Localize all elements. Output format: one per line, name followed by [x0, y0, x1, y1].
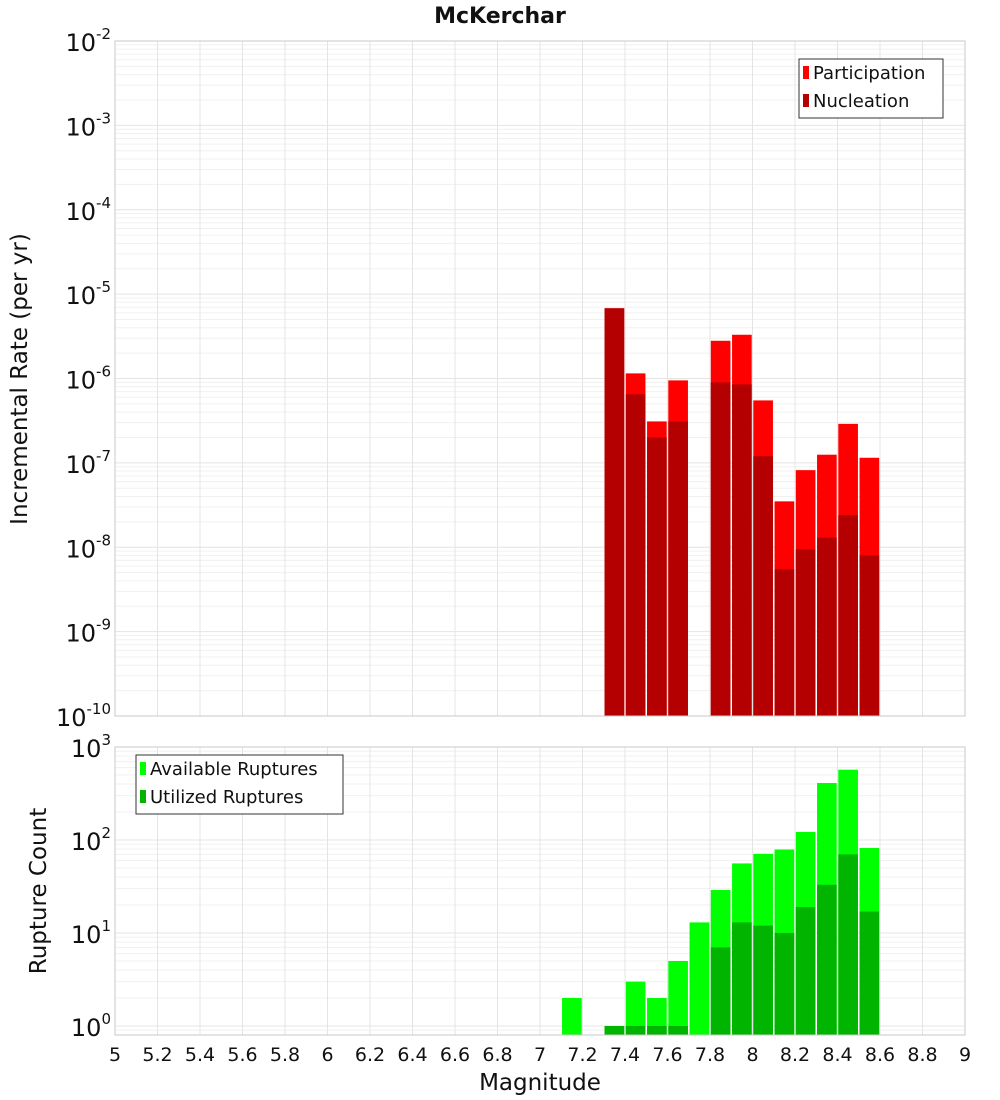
- legend-label: Available Ruptures: [150, 759, 318, 780]
- x-axis-title: Magnitude: [479, 1070, 601, 1096]
- y-tick-label: 10-2: [65, 25, 111, 57]
- bar: [753, 925, 773, 1035]
- bar: [817, 537, 837, 716]
- x-tick-label: 6.4: [397, 1044, 427, 1066]
- plot-frame: [114, 746, 966, 1036]
- x-tick-label: 5.2: [142, 1044, 172, 1066]
- grid: [114, 40, 966, 717]
- bar: [668, 1025, 688, 1035]
- x-tick-label: 8.6: [865, 1044, 895, 1066]
- bar: [859, 911, 880, 1035]
- y-tick-label: 10-10: [56, 700, 111, 732]
- bar: [647, 997, 667, 1035]
- bar: [817, 884, 837, 1035]
- x-tick-label: 6: [321, 1044, 333, 1066]
- x-tick-label: 8.8: [907, 1044, 937, 1066]
- bar: [838, 854, 858, 1035]
- bar: [838, 515, 858, 716]
- y-tick-label: 10-8: [65, 531, 111, 563]
- bar: [604, 308, 625, 716]
- legend-frame: [135, 754, 344, 815]
- bar: [562, 997, 582, 1035]
- y-tick-label: 10-5: [65, 278, 111, 310]
- x-tick-label: 8: [746, 1044, 758, 1066]
- series-nucleation: [604, 308, 880, 716]
- x-tick-label: 7.2: [567, 1044, 597, 1066]
- bar: [625, 981, 646, 1035]
- x-tick-label: 5: [109, 1044, 121, 1066]
- legend: Participation Nucleation: [798, 58, 944, 119]
- x-tick-label: 6.6: [440, 1044, 470, 1066]
- bar: [732, 922, 752, 1035]
- bar: [710, 382, 731, 716]
- bar: [647, 437, 667, 716]
- bar: [647, 1025, 667, 1035]
- plot-frame: [114, 40, 966, 717]
- x-tick-label: 6.2: [355, 1044, 385, 1066]
- bar: [732, 384, 752, 716]
- y-tick-label: 101: [71, 917, 111, 949]
- bar: [774, 932, 795, 1035]
- x-tick-label: 5.6: [227, 1044, 257, 1066]
- bottom-y-axis-title: Rupture Count: [26, 808, 52, 974]
- bar: [710, 947, 731, 1035]
- x-tick-label: 8.2: [780, 1044, 810, 1066]
- x-tick-label: 5.8: [270, 1044, 300, 1066]
- legend-label: Utilized Ruptures: [150, 787, 303, 808]
- x-tick-label: 6.8: [482, 1044, 512, 1066]
- bar: [689, 922, 710, 1035]
- panel-rate: 10-10 10-9 10-8 10-7 10-6 10-5 10-4 10-3 10-2 Par…: [56, 25, 966, 732]
- bar: [604, 1025, 625, 1035]
- bar: [625, 1025, 646, 1035]
- top-y-axis-title: Incremental Rate (per yr): [7, 233, 33, 525]
- y-tick-label: 10-4: [65, 194, 111, 226]
- legend: Available Ruptures Utilized Ruptures: [135, 754, 344, 815]
- bar: [795, 549, 816, 716]
- x-tick-label: 5.4: [185, 1044, 215, 1066]
- bar: [668, 960, 688, 1035]
- y-tick-label: 10-6: [65, 363, 111, 395]
- legend-label: Participation: [813, 63, 925, 84]
- bar: [625, 394, 646, 716]
- legend-swatch: [803, 66, 809, 79]
- y-tick-label: 103: [71, 731, 111, 763]
- y-tick-label: 10-3: [65, 109, 111, 141]
- bar: [859, 555, 880, 716]
- x-tick-label: 8.4: [822, 1044, 852, 1066]
- y-tick-label: 102: [71, 824, 111, 856]
- y-tick-label: 10-9: [65, 616, 111, 648]
- y-tick-label: 100: [71, 1010, 111, 1042]
- series-utilized-ruptures: [604, 854, 880, 1035]
- legend-frame: [798, 58, 944, 119]
- legend-label: Nucleation: [813, 91, 909, 112]
- y-tick-label: 10-7: [65, 447, 111, 479]
- x-tick-label: 7.8: [695, 1044, 725, 1066]
- x-tick-label: 9: [959, 1044, 971, 1066]
- x-tick-label: 7.6: [652, 1044, 682, 1066]
- bar: [668, 421, 688, 716]
- bar: [753, 456, 773, 716]
- legend-swatch: [140, 790, 146, 803]
- x-tick-label: 7.4: [610, 1044, 640, 1066]
- legend-swatch: [140, 762, 146, 775]
- bar: [774, 569, 795, 716]
- bar: [795, 907, 816, 1035]
- x-tick-label: 7: [534, 1044, 546, 1066]
- chart-title: McKerchar: [434, 4, 566, 29]
- legend-swatch: [803, 94, 809, 107]
